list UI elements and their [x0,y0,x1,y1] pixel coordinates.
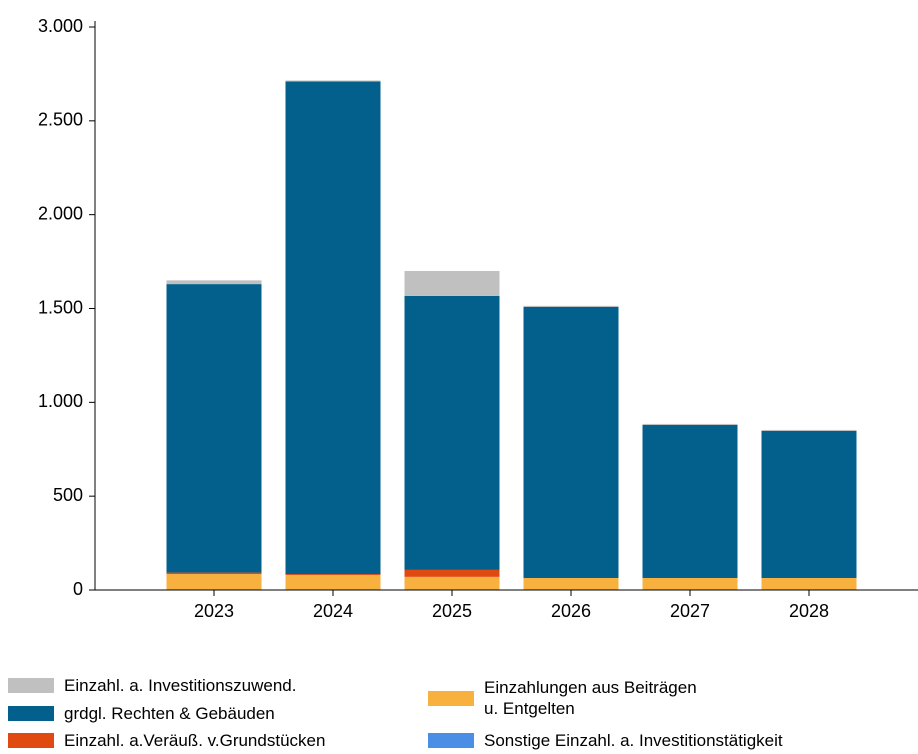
x-tick-label: 2027 [670,601,710,621]
bar-segment [166,572,262,575]
legend-item: Einzahlungen aus Beiträgen u. Entgelten [428,677,697,719]
bar-segment [761,430,857,578]
y-tick-label: 1.000 [38,391,83,411]
legend-swatch [8,733,54,748]
legend-swatch [8,706,54,721]
bar-segment [166,280,262,285]
bar-segment [642,424,738,578]
bar-segment [166,284,262,573]
legend-item: grdgl. Rechten & Gebäuden [8,703,275,724]
x-tick-label: 2023 [194,601,234,621]
y-tick-label: 3.000 [38,16,83,36]
bar-segment [523,577,619,590]
y-tick-label: 2.500 [38,110,83,130]
legend-label: Einzahlungen aus Beiträgen u. Entgelten [484,678,697,718]
bar-segment [642,423,738,425]
legend-label: Sonstige Einzahl. a. Investitionstätigke… [484,731,783,750]
y-tick-label: 2.000 [38,203,83,223]
bar-segment [761,577,857,590]
legend-label: Einzahl. a. Investitionszuwend. [64,676,297,695]
bar-segment [523,306,619,578]
y-tick-label: 500 [53,485,83,505]
bar-segment [642,577,738,590]
legend-label: grdgl. Rechten & Gebäuden [64,704,275,723]
bar-segment [523,305,619,307]
legend-swatch [8,678,54,693]
bar-segment [761,429,857,431]
bar-segment [285,574,381,575]
bar-segment [404,270,500,296]
chart: 0 500 1.000 1.500 2.000 2.500 3.000 2023 2024 202… [38,16,918,621]
y-tick-label: 1.500 [38,297,83,317]
legend-item: Einzahl. a. Investitionszuwend. [8,675,296,696]
legend-swatch [428,733,474,748]
bar-segment [285,80,381,82]
y-tick-label: 0 [73,579,83,599]
bar-segment [404,576,500,590]
legend-swatch [428,690,474,706]
x-tick-label: 2026 [551,601,591,621]
legend-item: Einzahl. a.Veräuß. v.Grundstücken [8,730,325,751]
bar-segment [285,574,381,590]
bar-segment [404,295,500,570]
bar-segment [285,81,381,575]
legend-label: Einzahl. a.Veräuß. v.Grundstücken [64,731,326,750]
x-tick-label: 2028 [789,601,829,621]
legend-item: Sonstige Einzahl. a. Investitionstätigke… [428,730,783,751]
x-tick-label: 2025 [432,601,472,621]
bar-segment [404,569,500,577]
x-tick-label: 2024 [313,601,353,621]
bar-segment [166,574,262,590]
